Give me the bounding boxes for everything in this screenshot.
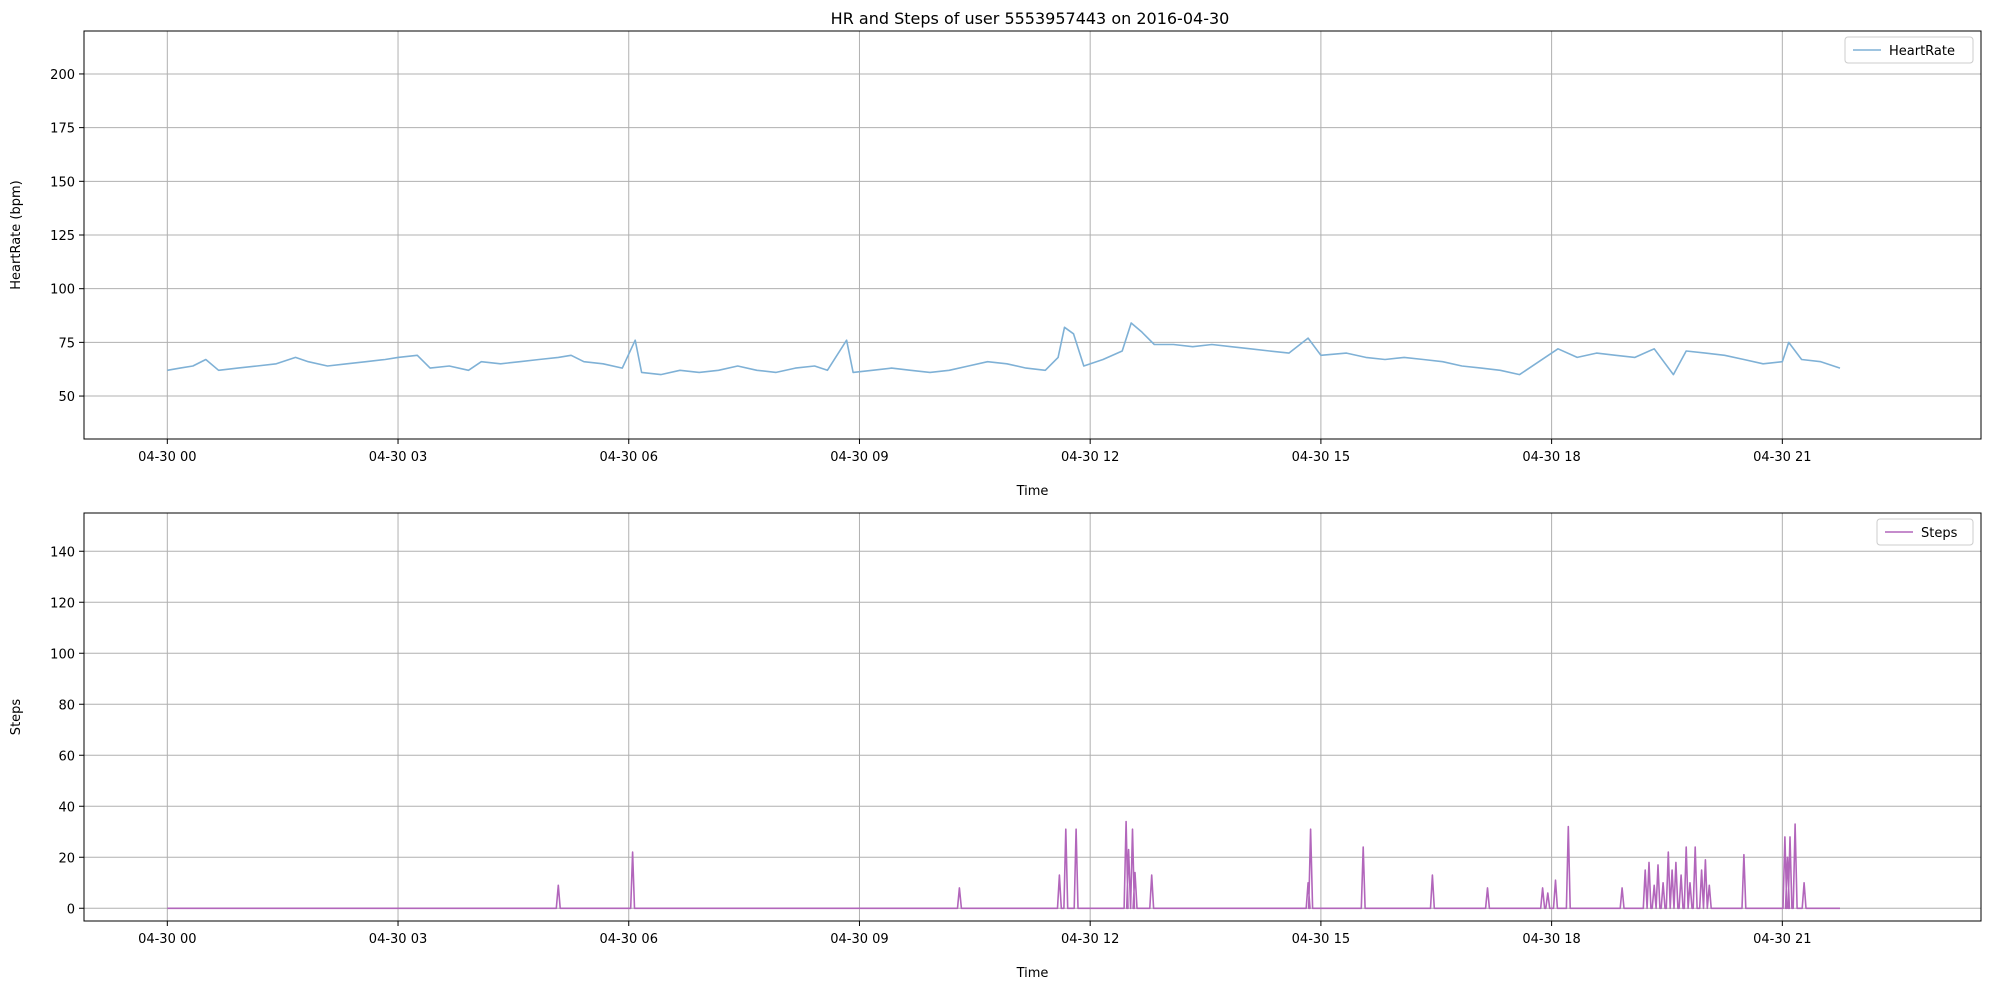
figure-title: HR and Steps of user 5553957443 on 2016-… xyxy=(831,9,1230,28)
y-tick-label: 140 xyxy=(50,545,75,560)
x-tick-label: 04-30 15 xyxy=(1292,450,1350,465)
y-tick-label: 20 xyxy=(58,851,75,866)
legend-box xyxy=(1844,36,1974,64)
y-tick-label: 75 xyxy=(58,336,75,351)
x-tick-label: 04-30 09 xyxy=(830,450,888,465)
x-tick-label: 04-30 03 xyxy=(369,450,427,465)
x-tick-label: 04-30 21 xyxy=(1753,450,1811,465)
legend-box xyxy=(1876,518,1974,546)
x-tick-label: 04-30 12 xyxy=(1061,450,1119,465)
y-tick-label: 100 xyxy=(50,283,75,298)
x-tick-label: 04-30 03 xyxy=(369,932,427,947)
x-tick-label: 04-30 18 xyxy=(1522,450,1580,465)
x-tick-label: 04-30 00 xyxy=(138,932,196,947)
steps-line xyxy=(167,820,1840,910)
x-tick-label: 04-30 06 xyxy=(600,932,658,947)
y-tick-label: 100 xyxy=(50,647,75,662)
x-tick-label: 04-30 21 xyxy=(1753,932,1811,947)
y-axis-label: HeartRate (bpm) xyxy=(9,180,24,289)
axes-frame xyxy=(83,30,1982,440)
y-tick-label: 50 xyxy=(58,390,75,405)
legend: Steps xyxy=(1876,518,1974,546)
legend-label: Steps xyxy=(1921,526,1958,541)
x-axis-label: Time xyxy=(1016,484,1049,499)
x-tick-label: 04-30 00 xyxy=(138,450,196,465)
y-tick-label: 150 xyxy=(50,175,75,190)
y-tick-label: 175 xyxy=(50,122,75,137)
x-tick-label: 04-30 15 xyxy=(1292,932,1350,947)
y-tick-label: 200 xyxy=(50,68,75,83)
y-tick-label: 0 xyxy=(67,902,75,917)
heartrate-line xyxy=(167,322,1841,376)
y-tick-label: 80 xyxy=(58,698,75,713)
y-axis-label: Steps xyxy=(9,699,24,736)
legend-label: HeartRate xyxy=(1889,44,1955,59)
y-tick-label: 40 xyxy=(58,800,75,815)
legend: HeartRate xyxy=(1844,36,1974,64)
x-tick-label: 04-30 12 xyxy=(1061,932,1119,947)
heartrate-panel: 50 75 100 125 150 175 200 04-30 00 04-30 03 04-30… xyxy=(9,30,1982,499)
y-tick-label: 60 xyxy=(58,749,75,764)
steps-panel: 0 20 40 60 80 100 120 140 04-30 00 04-30 03 04-30 … xyxy=(9,512,1982,981)
x-tick-label: 04-30 18 xyxy=(1522,932,1580,947)
x-axis-label: Time xyxy=(1016,966,1049,981)
x-tick-label: 04-30 09 xyxy=(830,932,888,947)
axes-frame xyxy=(83,512,1982,922)
y-tick-label: 125 xyxy=(50,229,75,244)
y-tick-label: 120 xyxy=(50,596,75,611)
x-tick-label: 04-30 06 xyxy=(600,450,658,465)
